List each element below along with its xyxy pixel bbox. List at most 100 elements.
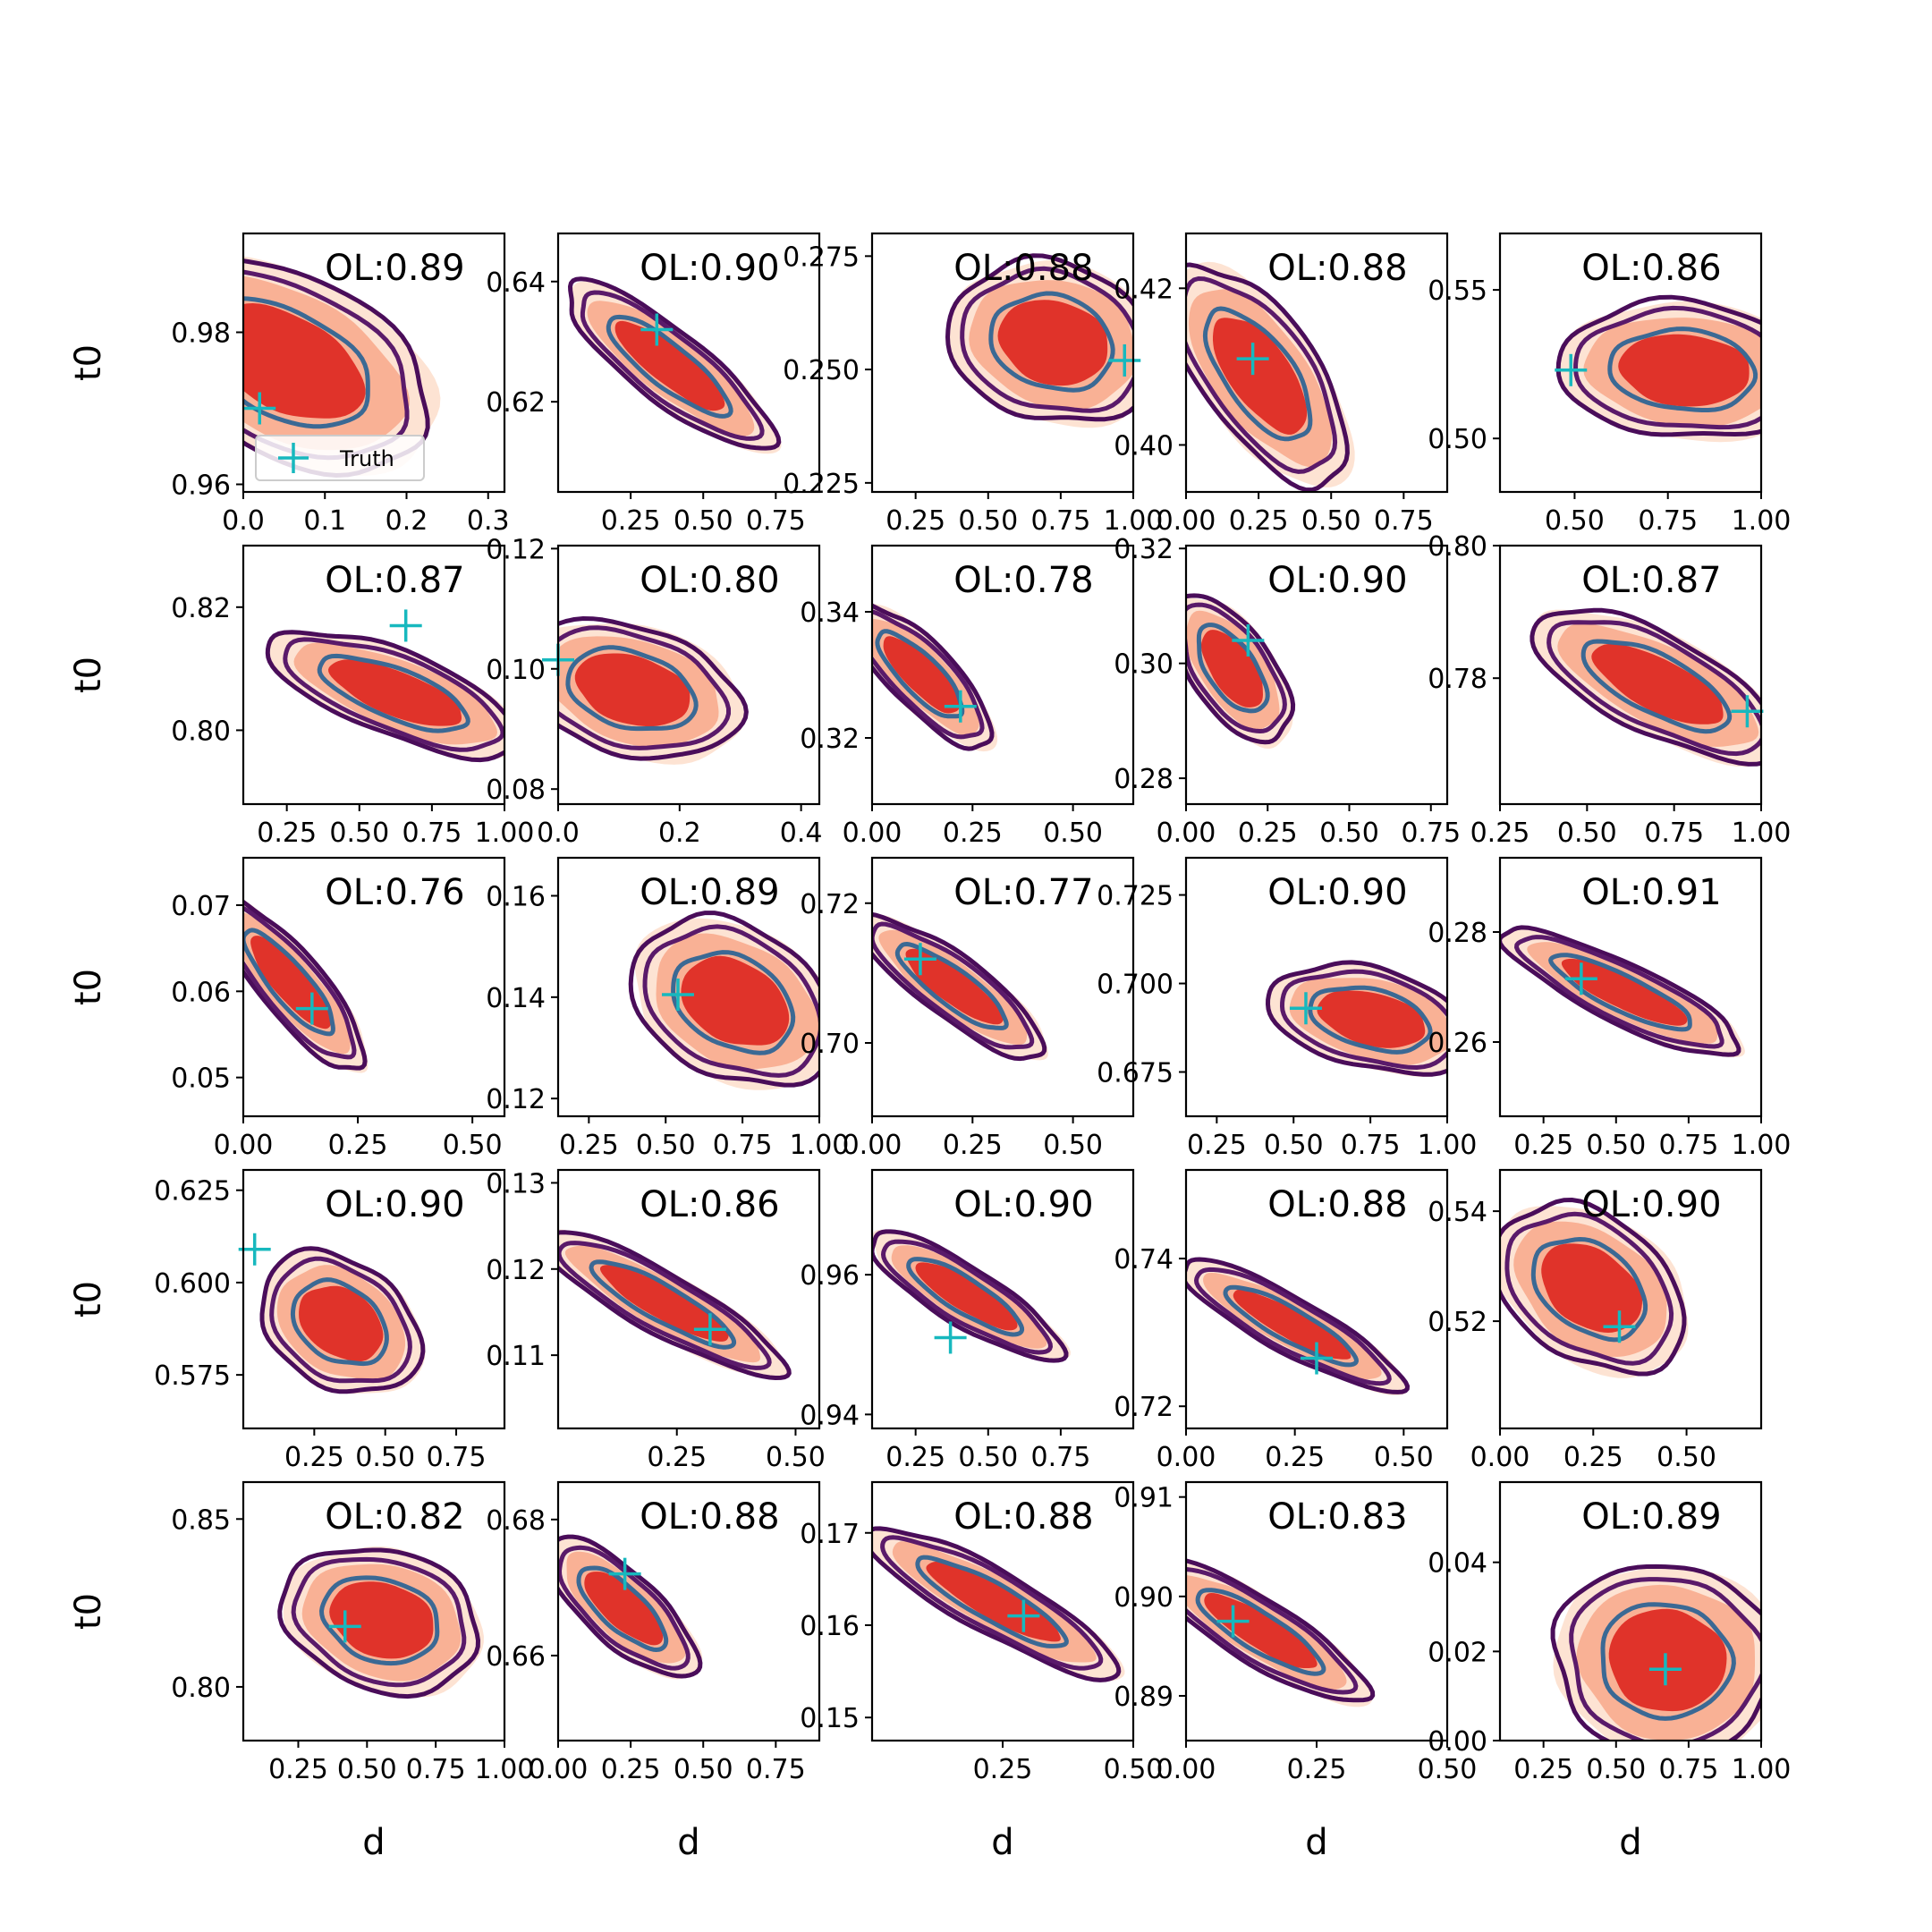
y-tick-label: 0.42 <box>1114 274 1174 305</box>
x-tick-label: 0.00 <box>843 818 902 849</box>
y-tick-label: 0.74 <box>1114 1244 1174 1275</box>
truth-marker <box>1603 1310 1636 1343</box>
y-tick-label: 0.89 <box>1114 1682 1174 1713</box>
truth-marker <box>608 1557 641 1590</box>
density-fill-core <box>243 303 366 419</box>
kde-contours <box>277 1546 484 1699</box>
contour-mid <box>1280 969 1447 1070</box>
x-tick-label: 0.00 <box>843 1130 902 1161</box>
density-fill-core <box>926 1562 1061 1642</box>
panel-16: 0.25 0.50 0.75 0.575 0.600 0.625 OL:0.90 t0 <box>68 1168 506 1473</box>
x-tick-label: 1.00 <box>1732 505 1792 537</box>
axes-frame <box>556 544 821 806</box>
truth-marker <box>1232 623 1265 657</box>
contour-mid <box>1569 1577 1761 1741</box>
overlap-label: OL:0.83 <box>1267 1496 1407 1538</box>
density-fill-core <box>574 653 691 727</box>
x-tick-label: 0.4 <box>780 818 823 849</box>
y-tick-label: 0.04 <box>1428 1548 1487 1580</box>
y-tick-label: 0.14 <box>486 983 546 1014</box>
truth-marker <box>1216 1605 1250 1638</box>
y-tick-label: 0.16 <box>486 882 546 913</box>
panel-5: 0.50 0.75 1.00 0.50 0.55 OL:0.86 <box>1428 232 1792 537</box>
y-tick-label: 0.17 <box>800 1519 860 1550</box>
y-tick-label: 0.700 <box>1097 970 1174 1001</box>
contour-inner <box>319 1575 440 1666</box>
y-tick-label: 0.34 <box>800 597 860 629</box>
overlap-label: OL:0.88 <box>953 1496 1093 1538</box>
truth-marker <box>934 1321 967 1354</box>
panel-24: 0.00 0.25 0.50 0.89 0.90 0.91 OL:0.83 d <box>1114 1480 1478 1863</box>
contour-mid <box>1573 305 1761 430</box>
x-tick-label: 0.50 <box>1043 818 1103 849</box>
contour-inner <box>1580 639 1733 734</box>
contour-inner <box>243 296 370 429</box>
contour-outer <box>1500 1198 1687 1377</box>
axes-frame <box>1498 1480 1763 1742</box>
truth-marker <box>295 992 328 1025</box>
panel-12: 0.25 0.50 0.75 1.00 0.12 0.14 0.16 OL:0.89 <box>486 856 849 1161</box>
x-tick-label: 0.00 <box>1157 505 1216 537</box>
overlap-label: OL:0.87 <box>325 560 464 601</box>
x-tick-label: 0.00 <box>1470 1442 1530 1473</box>
y-tick-label: 0.250 <box>783 355 860 386</box>
overlap-label: OL:0.89 <box>1581 1496 1721 1538</box>
truth-marker <box>1236 343 1269 376</box>
contour-inner <box>1202 306 1313 442</box>
contour-inner <box>1195 1588 1326 1676</box>
contour-outer <box>259 1246 426 1394</box>
x-tick-label: 0.1 <box>303 505 346 537</box>
density-fill-core <box>681 955 790 1046</box>
x-tick-label: 0.75 <box>1341 1130 1401 1161</box>
panel-1: 0.0 0.1 0.2 0.3 0.96 0.98 OL:0.89 Truth t0 <box>68 232 510 537</box>
density-fill-core <box>329 1581 434 1659</box>
x-tick-label: 0.25 <box>943 818 1003 849</box>
x-axis-label: d <box>991 1822 1013 1863</box>
axes-frame <box>242 232 506 494</box>
x-tick-label: 0.75 <box>1644 818 1704 849</box>
x-tick-label: 0.50 <box>1557 818 1617 849</box>
kde-contours <box>628 911 819 1090</box>
axes-frame <box>1184 1168 1449 1430</box>
contour-mid <box>580 290 765 441</box>
x-tick-label: 0.3 <box>467 505 510 537</box>
truth-marker <box>944 690 977 723</box>
y-tick-label: 0.91 <box>1114 1483 1174 1514</box>
x-axis-label: d <box>1619 1822 1641 1863</box>
axes-frame <box>242 1168 506 1430</box>
density-fill-core <box>1233 1289 1352 1360</box>
x-tick-label: 0.75 <box>1030 1442 1090 1473</box>
truth-marker <box>1731 695 1764 728</box>
y-tick-label: 0.94 <box>800 1400 860 1431</box>
contour-inner <box>671 950 796 1055</box>
panel-18: 0.25 0.50 0.75 0.94 0.96 OL:0.90 <box>800 1168 1135 1473</box>
contour-mid <box>1514 935 1724 1049</box>
contour-inner <box>894 942 1009 1030</box>
density-fill-core <box>1541 1243 1643 1333</box>
y-tick-label: 0.78 <box>1428 664 1487 695</box>
axes-frame <box>556 1168 821 1430</box>
axes-frame <box>556 856 821 1118</box>
x-tick-label: 0.50 <box>1418 1754 1478 1785</box>
x-tick-label: 0.25 <box>1513 1754 1573 1785</box>
overlap-label: OL:0.90 <box>1581 1184 1721 1225</box>
axes-frame <box>1498 856 1763 1118</box>
contour-mid <box>881 1239 1053 1355</box>
contour-outer <box>1186 262 1350 492</box>
contour-inner <box>915 1555 1069 1648</box>
x-tick-label: 0.50 <box>674 1754 733 1785</box>
y-tick-label: 0.96 <box>800 1260 860 1292</box>
x-tick-label: 0.50 <box>958 505 1018 537</box>
y-tick-label: 0.72 <box>1114 1392 1174 1423</box>
contour-outer <box>1266 960 1447 1077</box>
y-tick-label: 0.275 <box>783 242 860 273</box>
panel-20: 0.00 0.25 0.50 0.52 0.54 OL:0.90 <box>1428 1168 1763 1473</box>
legend-label: Truth <box>339 446 394 471</box>
y-tick-label: 0.66 <box>486 1641 546 1673</box>
contour-inner <box>1607 326 1758 412</box>
density-fill-core <box>584 1572 664 1646</box>
panel-22: 0.00 0.25 0.50 0.75 0.66 0.68 OL:0.88 d <box>486 1480 821 1863</box>
y-axis-label: t0 <box>68 1593 109 1630</box>
contour-outer <box>945 253 1133 422</box>
